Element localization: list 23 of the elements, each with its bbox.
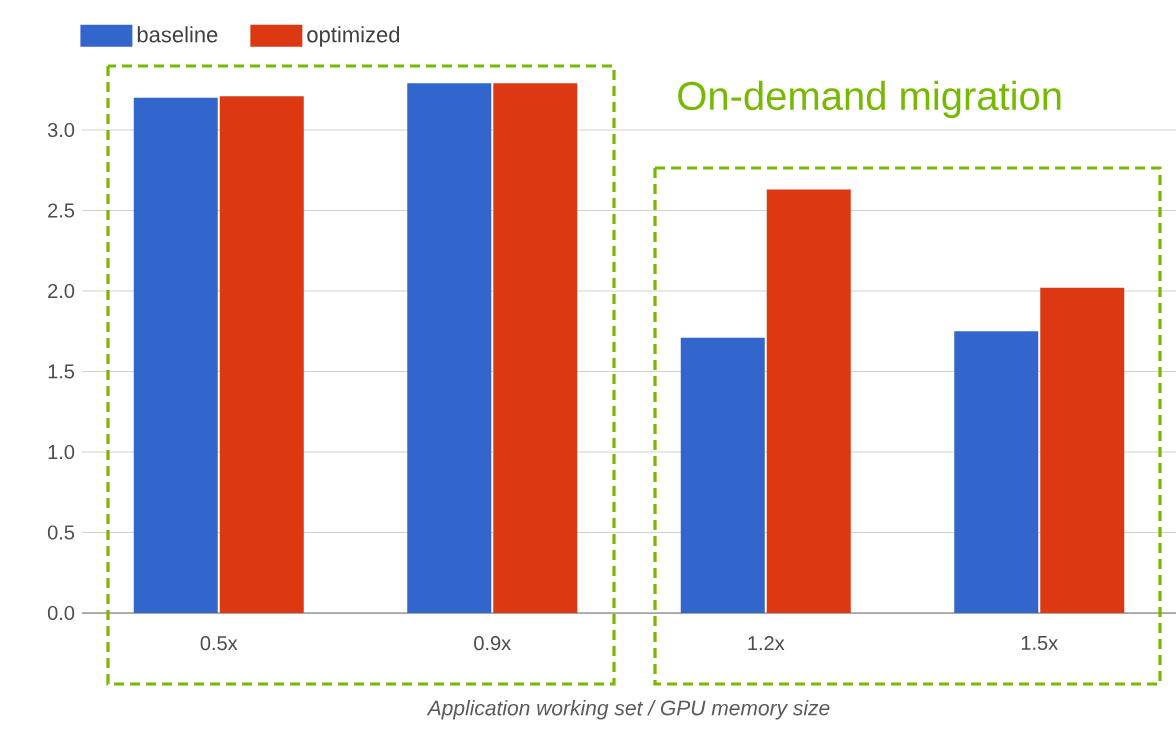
legend-label: optimized xyxy=(307,26,400,47)
x-axis-title: Application working set / GPU memory size xyxy=(426,699,830,720)
y-tick-label: 0.0 xyxy=(47,605,75,621)
y-tick-label: 0.5 xyxy=(47,525,75,540)
x-tick-label: 1.2x xyxy=(748,636,785,651)
bar xyxy=(680,337,765,613)
y-tick-label: 2.0 xyxy=(48,283,75,299)
annotation: On-demand migration xyxy=(678,80,1061,119)
legend-label: baseline xyxy=(137,26,218,43)
x-tick-label: 1.5x xyxy=(1021,636,1058,651)
y-tick-label: 3.0 xyxy=(47,122,75,138)
bar xyxy=(133,97,218,613)
y-tick-label: 1.0 xyxy=(48,444,75,460)
bar xyxy=(219,96,304,613)
bar xyxy=(954,331,1039,613)
y-tick-label: 2.5 xyxy=(48,203,75,218)
bar xyxy=(407,83,492,613)
x-tick-label: 0.9x xyxy=(474,636,511,651)
y-tick-label: 1.5 xyxy=(48,364,75,379)
bar xyxy=(1040,287,1125,613)
x-tick-label: 0.5x xyxy=(200,636,238,651)
bar xyxy=(493,83,578,613)
bar xyxy=(766,189,851,613)
